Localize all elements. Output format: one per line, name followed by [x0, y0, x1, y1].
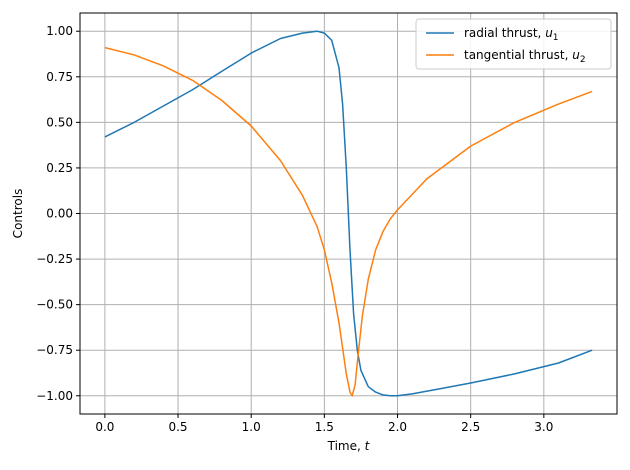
y-tick-label: 0.00 — [46, 207, 73, 221]
y-axis-ticks: 1.00 0.75 0.50 0.25 0.00 −0.25 −0.50 −0.75 −1.00 — [36, 24, 80, 403]
y-tick-label: 0.75 — [46, 70, 73, 84]
y-tick-label: −0.75 — [36, 343, 73, 357]
x-tick-label: 1.0 — [242, 420, 261, 434]
legend-label-1: radial thrust, u1 — [464, 26, 559, 43]
grid — [80, 13, 617, 414]
x-axis-ticks: 0.0 0.5 1.0 1.5 2.0 2.5 3.0 — [95, 414, 553, 434]
y-tick-label: −0.50 — [36, 298, 73, 312]
x-tick-label: 1.5 — [315, 420, 334, 434]
x-tick-label: 0.5 — [168, 420, 187, 434]
x-tick-label: 2.0 — [388, 420, 407, 434]
x-tick-label: 2.5 — [461, 420, 480, 434]
series-group — [104, 30, 593, 397]
x-tick-label: 0.0 — [95, 420, 114, 434]
legend: radial thrust, u1 tangential thrust, u2 — [415, 18, 612, 70]
y-tick-label: 0.50 — [46, 115, 73, 129]
x-tick-label: 3.0 — [534, 420, 553, 434]
y-tick-label: −0.25 — [36, 252, 73, 266]
y-tick-label: −1.00 — [36, 389, 73, 403]
legend-label-2: tangential thrust, u2 — [464, 48, 586, 65]
y-tick-label: 0.25 — [46, 161, 73, 175]
series-line-1 — [104, 30, 593, 397]
x-axis-label: Time, t — [327, 439, 371, 453]
series-line-2 — [104, 46, 593, 397]
y-tick-label: 1.00 — [46, 24, 73, 38]
y-axis-label: Controls — [11, 189, 25, 239]
legend-box — [415, 18, 612, 70]
